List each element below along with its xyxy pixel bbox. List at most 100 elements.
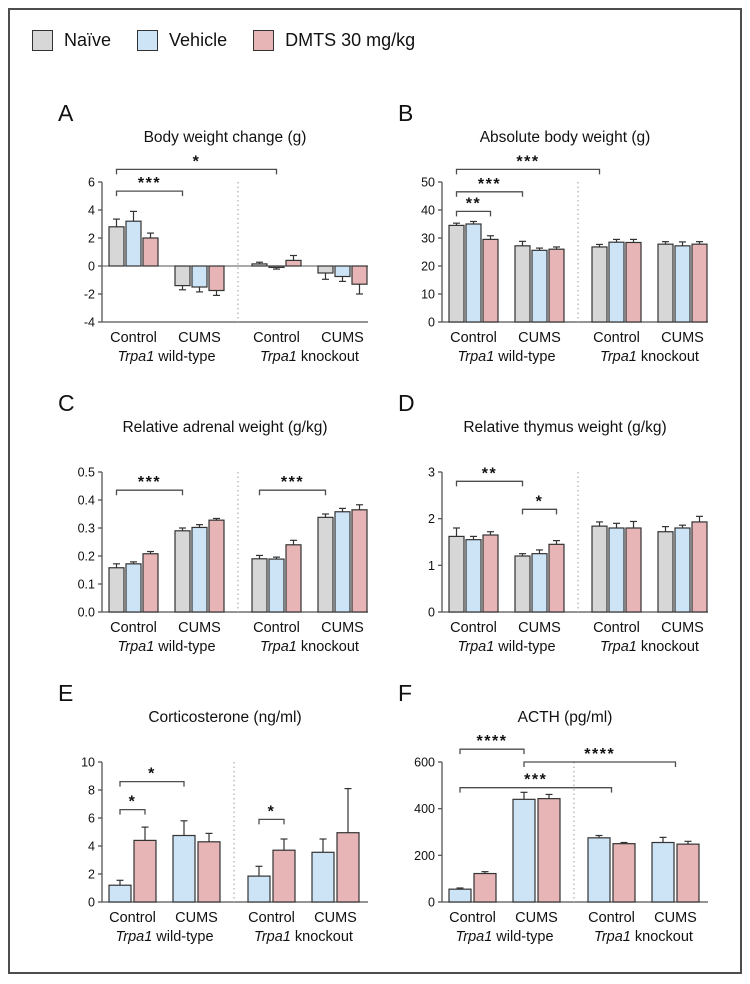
bar-naive <box>514 245 531 323</box>
bar-chart-f: 0 200 400 600 Control CUMS Control CUMS Trpa1 wi… <box>414 733 708 945</box>
bar-dmts <box>473 872 497 903</box>
significance-label: *** <box>281 474 304 491</box>
significance-label: *** <box>478 176 501 193</box>
x-cluster-label: Trpa1 knockout <box>254 929 353 945</box>
x-group-label: CUMS <box>661 330 704 346</box>
figure-frame: Naïve Vehicle DMTS 30 mg/kg A Body weigh… <box>8 8 742 974</box>
bar-dmts <box>142 237 159 267</box>
bar-naive <box>657 531 674 613</box>
bar-chart-b: 0 10 20 30 40 50 Control CUMS Control CUMS Trpa1 w… <box>421 153 708 365</box>
y-tick-label: 0.0 <box>78 606 95 620</box>
legend-label-dmts: DMTS 30 mg/kg <box>285 30 416 50</box>
y-tick-label: 0.1 <box>78 578 95 592</box>
y-tick-label: 3 <box>428 466 435 480</box>
dmts-swatch-icon <box>253 30 275 51</box>
significance-label: ** <box>466 195 481 212</box>
y-tick-label: 0.3 <box>78 522 95 536</box>
bar-vehicle <box>247 875 271 903</box>
x-group-label: Control <box>109 910 156 926</box>
panel-title-a: Body weight change (g) <box>143 129 307 146</box>
y-tick-label: 4 <box>88 204 95 218</box>
bar-vehicle <box>334 265 351 278</box>
x-group-label: Control <box>449 910 496 926</box>
y-tick-label: 0 <box>428 896 435 910</box>
vehicle-swatch-icon <box>137 30 159 51</box>
x-group-label: Control <box>593 620 640 636</box>
significance-bracket <box>521 508 558 515</box>
bar-dmts <box>197 841 221 903</box>
legend-label-vehicle: Vehicle <box>169 30 228 50</box>
significance-label: **** <box>584 746 615 763</box>
bar-dmts <box>676 843 700 903</box>
x-group-label: CUMS <box>314 910 357 926</box>
x-group-label: Control <box>110 330 157 346</box>
y-tick-label: -2 <box>84 288 95 302</box>
x-group-label: Control <box>593 330 640 346</box>
significance-bracket <box>459 748 525 755</box>
panel-title-d: Relative thymus weight (g/kg) <box>463 419 667 436</box>
bar-vehicle <box>125 220 142 267</box>
significance-bracket <box>258 818 285 825</box>
x-group-label: CUMS <box>515 910 558 926</box>
bar-dmts <box>612 843 636 903</box>
y-tick-label: 600 <box>414 756 435 770</box>
significance-label: * <box>129 794 137 811</box>
x-group-label: Control <box>253 330 300 346</box>
x-group-label: Control <box>450 620 497 636</box>
bar-vehicle <box>531 249 548 323</box>
bar-vehicle <box>268 265 285 268</box>
y-tick-label: 2 <box>88 232 95 246</box>
x-cluster-label: Trpa1 knockout <box>600 639 699 655</box>
bar-vehicle <box>108 884 132 903</box>
bar-vehicle <box>651 841 675 903</box>
y-tick-label: 0.5 <box>78 466 95 480</box>
significance-bracket <box>115 489 184 496</box>
x-group-label: CUMS <box>661 620 704 636</box>
panel-title-f: ACTH (pg/ml) <box>517 709 613 726</box>
bar-vehicle <box>448 888 472 903</box>
bar-dmts <box>548 543 565 613</box>
significance-bracket <box>115 190 184 197</box>
x-cluster-label: Trpa1 wild-type <box>457 639 555 655</box>
panel-f: F ACTH (pg/ml) 0 200 400 600 Control CUMS Cont… <box>382 682 716 970</box>
bar-chart-c: 0.0 0.1 0.2 0.3 0.4 0.5 Control CUMS Control CUMS… <box>78 466 368 655</box>
naive-swatch-icon <box>32 30 53 51</box>
y-tick-label: 400 <box>414 802 435 816</box>
bar-vehicle <box>674 527 691 613</box>
x-cluster-label: Trpa1 knockout <box>260 639 359 655</box>
x-group-label: CUMS <box>518 620 561 636</box>
panel-d: D Relative thymus weight (g/kg) 0 1 2 3 Cont… <box>382 392 716 680</box>
bar-naive <box>317 265 334 274</box>
bar-vehicle <box>191 526 208 613</box>
legend-item-vehicle: Vehicle <box>137 30 227 51</box>
bar-naive <box>514 555 531 613</box>
x-group-label: CUMS <box>321 620 364 636</box>
bar-naive <box>251 263 268 267</box>
significance-bracket <box>258 489 327 496</box>
significance-label: * <box>268 803 276 820</box>
bar-dmts <box>351 265 368 285</box>
bar-naive <box>448 224 465 323</box>
y-tick-label: 0 <box>88 260 95 274</box>
y-tick-label: 0 <box>88 896 95 910</box>
bar-vehicle <box>191 265 208 288</box>
x-group-label: Control <box>450 330 497 346</box>
y-tick-label: 8 <box>88 784 95 798</box>
x-cluster-label: Trpa1 knockout <box>260 349 359 365</box>
y-tick-label: 0.4 <box>78 494 95 508</box>
legend-label-naive: Naïve <box>64 30 112 50</box>
panel-letter-a: A <box>58 100 74 126</box>
x-cluster-label: Trpa1 wild-type <box>117 639 215 655</box>
bar-vehicle <box>608 527 625 613</box>
bar-vehicle <box>125 563 142 613</box>
bar-dmts <box>208 519 225 613</box>
significance-label: *** <box>138 175 161 192</box>
y-tick-label: 200 <box>414 849 435 863</box>
y-tick-label: 2 <box>428 512 435 526</box>
x-group-label: CUMS <box>178 330 221 346</box>
x-cluster-label: Trpa1 wild-type <box>115 929 213 945</box>
bar-vehicle <box>172 834 196 903</box>
significance-bracket <box>455 210 492 217</box>
panel-title-c: Relative adrenal weight (g/kg) <box>122 419 328 436</box>
y-tick-label: 0 <box>428 606 435 620</box>
